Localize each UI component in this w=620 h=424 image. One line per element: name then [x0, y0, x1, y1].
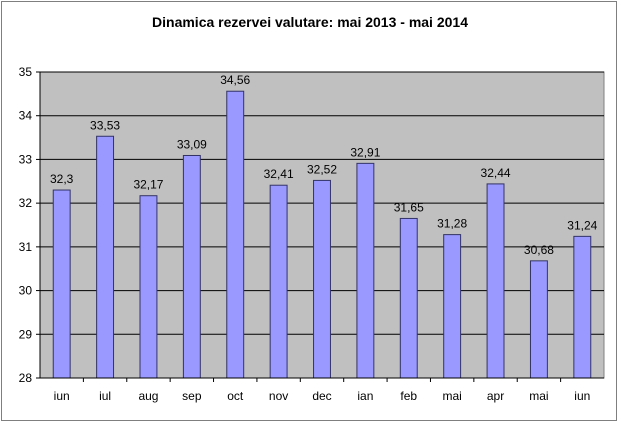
data-label: 31,28 [437, 217, 467, 231]
x-tick-label: nov [269, 389, 288, 403]
bar-iul [96, 135, 115, 379]
bar-iun [573, 235, 592, 379]
chart-title: Dinamica rezervei valutare: mai 2013 - m… [152, 14, 468, 30]
x-tick-label: feb [400, 389, 417, 403]
x-tick-label: iun [54, 389, 70, 403]
x-tick-label: apr [487, 389, 504, 403]
bar-sep [182, 154, 201, 379]
data-label: 33,09 [177, 137, 207, 151]
y-tick-label: 28 [19, 371, 33, 385]
bar-nov [269, 184, 288, 379]
bar-mai [443, 234, 462, 379]
bar-dec [313, 179, 331, 379]
bar-apr [486, 183, 505, 379]
x-tick-label: aug [138, 389, 158, 403]
x-tick-label: dec [312, 389, 331, 403]
y-tick-label: 30 [19, 284, 33, 298]
x-tick-label: ian [357, 389, 373, 403]
x-tick-label: iul [99, 389, 111, 403]
y-tick-label: 29 [19, 327, 33, 341]
x-tick-label: iun [574, 389, 590, 403]
y-tick-label: 33 [19, 152, 33, 166]
data-label: 34,56 [220, 73, 250, 87]
bar-aug [139, 195, 158, 379]
data-label: 32,52 [307, 162, 337, 176]
x-tick-label: mai [442, 389, 461, 403]
data-label: 32,91 [350, 145, 380, 159]
y-tick-label: 31 [19, 240, 33, 254]
data-label: 30,68 [524, 243, 554, 257]
y-tick-label: 34 [19, 109, 33, 123]
data-label: 32,17 [133, 178, 163, 192]
data-label: 32,44 [481, 166, 511, 180]
bar-ian [356, 162, 375, 379]
data-label: 31,24 [567, 218, 597, 232]
data-label: 32,41 [264, 167, 294, 181]
bar-iun [52, 189, 71, 379]
x-tick-label: oct [227, 389, 244, 403]
bar-feb [399, 217, 418, 379]
y-tick-label: 32 [19, 196, 33, 210]
y-tick-label: 35 [19, 65, 33, 79]
bar-oct [226, 90, 245, 379]
x-tick-label: sep [182, 389, 202, 403]
data-label: 31,65 [394, 200, 424, 214]
bar-mai [529, 260, 548, 379]
data-label: 32,3 [50, 172, 74, 186]
data-label: 33,53 [90, 118, 120, 132]
x-tick-label: mai [529, 389, 548, 403]
